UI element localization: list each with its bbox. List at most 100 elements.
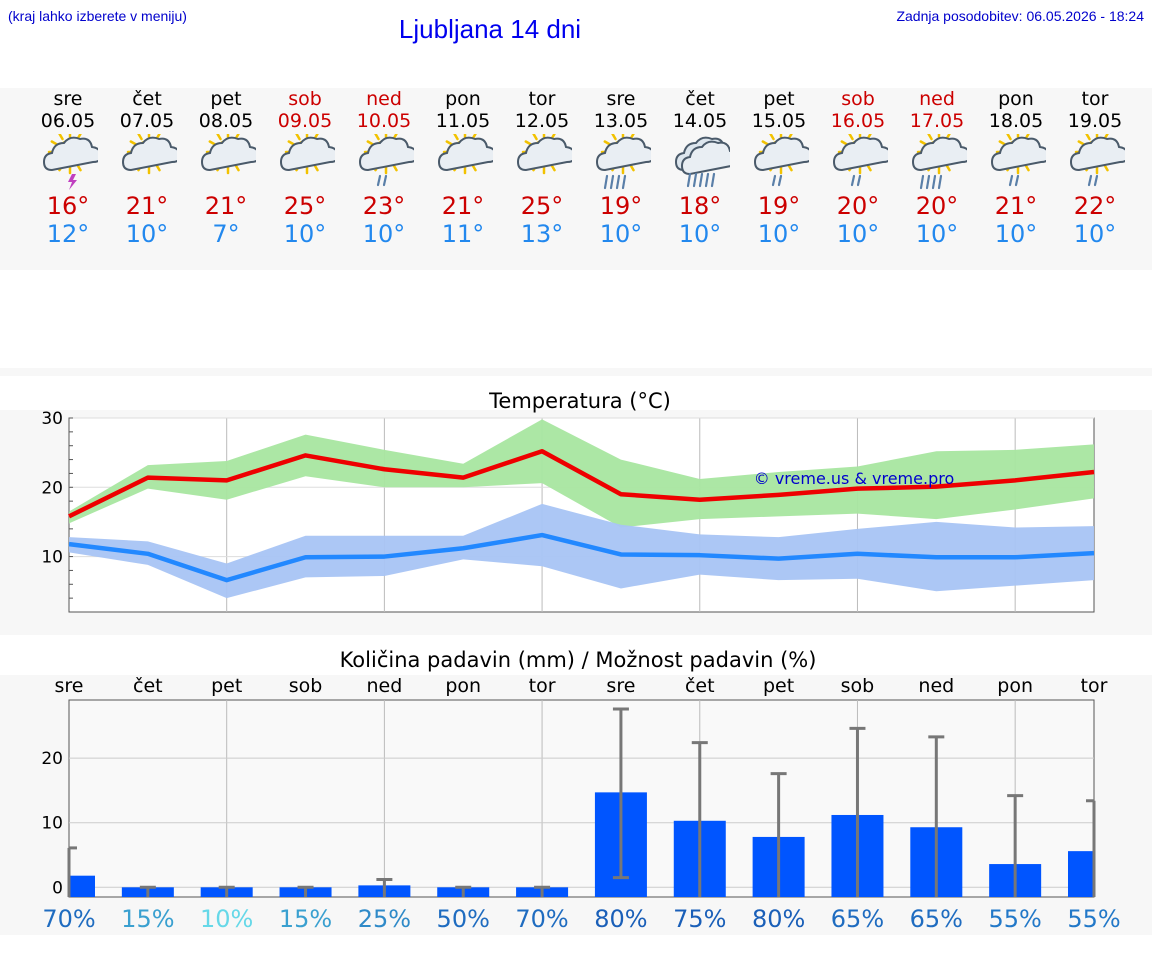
day-name: pon [445, 88, 481, 110]
separator-band [0, 368, 1152, 376]
day-date: 10.05 [356, 110, 412, 132]
x-tick-label: ned [918, 675, 954, 697]
sun-cloud-icon [512, 129, 577, 190]
day-column: tor 12.05 25° 13° [502, 88, 582, 248]
day-column: tor 19.05 22° 10° [1055, 88, 1135, 248]
day-date: 06.05 [40, 110, 96, 132]
chart-title: Količina padavin (mm) / Možnost padavin … [340, 648, 817, 672]
day-date: 15.05 [751, 110, 807, 132]
sun-cloud-light-rain-icon [1065, 129, 1130, 190]
day-name: pon [998, 88, 1034, 110]
precip-chance-label: 80% [594, 905, 647, 933]
day-name: ned [366, 88, 402, 110]
x-tick-label: čet [685, 675, 715, 697]
day-date: 11.05 [435, 110, 491, 132]
min-temp-line [68, 532, 1095, 583]
min-temp-range-band [69, 503, 1094, 599]
precipitation-chart: 0 10 20 sre čet pet sob ned pon tor sre čet pet sob ne… [41, 648, 1120, 933]
x-tick-label: pon [445, 675, 481, 697]
x-tick-label: tor [529, 675, 556, 697]
min-temp: 10° [994, 220, 1038, 248]
day-name: sob [841, 88, 875, 110]
x-tick-label: tor [1081, 675, 1108, 697]
min-temp: 7° [212, 220, 240, 248]
max-temp: 25° [283, 192, 327, 220]
precip-chance-label: 55% [1067, 905, 1120, 933]
max-temp: 19° [757, 192, 801, 220]
day-name: sre [53, 88, 83, 110]
day-name: tor [1081, 88, 1109, 110]
y-tick-label: 30 [41, 409, 63, 429]
precip-bar [69, 875, 95, 897]
cloud-rain-icon [670, 134, 741, 190]
day-column: pon 18.05 21° 10° [976, 88, 1056, 248]
day-name: pet [763, 88, 795, 110]
precip-chance-label: 15% [121, 905, 174, 933]
day-date: 19.05 [1067, 110, 1123, 132]
min-temp: 12° [46, 220, 90, 248]
sun-cloud-light-rain-icon [986, 129, 1051, 190]
day-date: 12.05 [514, 110, 570, 132]
precip-chance-label: 80% [752, 905, 805, 933]
min-temp: 10° [283, 220, 327, 248]
temperature-chart: 10 20 30 Temperatura (°C) © vreme.us & vreme… [41, 389, 1095, 613]
precip-chance-label: 75% [673, 905, 726, 933]
day-date: 07.05 [119, 110, 175, 132]
day-column: pet 15.05 19° 10° [739, 88, 819, 248]
precip-chance-label: 15% [279, 905, 332, 933]
min-temp: 10° [1073, 220, 1117, 248]
sun-cloud-light-rain-icon [354, 129, 419, 190]
chart-title: Temperatura (°C) [488, 389, 671, 413]
max-temp: 23° [362, 192, 406, 220]
min-temp: 10° [915, 220, 959, 248]
day-column: pon 11.05 21° 11° [423, 88, 503, 248]
day-date: 18.05 [988, 110, 1044, 132]
x-tick-label: sob [289, 675, 323, 697]
precip-chance-label: 25% [358, 905, 411, 933]
y-tick-label: 20 [41, 749, 63, 769]
day-name: pet [210, 88, 242, 110]
max-temp: 18° [678, 192, 722, 220]
location-hint: (kraj lahko izberete v meniju) [8, 8, 187, 24]
day-column: sre 06.05 16° 12° [28, 88, 108, 248]
min-temp: 10° [836, 220, 880, 248]
day-column: sob 09.05 25° 10° [265, 88, 345, 248]
day-column: čet 07.05 21° 10° [107, 88, 187, 248]
sun-cloud-light-rain-icon [828, 129, 893, 190]
day-date: 16.05 [830, 110, 886, 132]
min-temp: 10° [125, 220, 169, 248]
day-date: 14.05 [672, 110, 728, 132]
day-name: sre [606, 88, 636, 110]
x-tick-label: pet [211, 675, 242, 697]
day-column: čet 14.05 18° 10° [660, 88, 741, 248]
max-temp: 20° [836, 192, 880, 220]
day-column: ned 10.05 23° 10° [344, 88, 424, 248]
day-column: ned 17.05 20° 10° [897, 88, 977, 248]
min-temp: 13° [520, 220, 564, 248]
day-column: sre 13.05 19° 10° [581, 88, 661, 248]
min-temp: 10° [599, 220, 643, 248]
sun-cloud-rain-icon [591, 129, 656, 190]
day-date: 08.05 [198, 110, 254, 132]
day-date: 13.05 [593, 110, 649, 132]
y-tick-label: 0 [52, 878, 63, 898]
day-date: 17.05 [909, 110, 965, 132]
day-date: 09.05 [277, 110, 333, 132]
max-temp: 21° [441, 192, 485, 220]
forecast-band [0, 88, 1152, 270]
day-name: sob [288, 88, 322, 110]
precip-chance-label: 10% [200, 905, 253, 933]
sun-cloud-rain-icon [907, 129, 972, 190]
daily-forecast: sre 06.05 16° 12° čet 07.05 21° 10° pet 08.05 2… [0, 88, 1152, 268]
min-temp: 11° [441, 220, 485, 248]
x-tick-label: pet [763, 675, 794, 697]
x-tick-label: sre [606, 675, 635, 697]
day-name: tor [528, 88, 556, 110]
x-tick-label: ned [366, 675, 402, 697]
day-column: pet 08.05 21° 7° [186, 88, 266, 248]
sun-cloud-icon [433, 129, 498, 190]
precip-chance-label: 65% [910, 905, 963, 933]
watermark: © vreme.us & vreme.pro [754, 469, 955, 488]
max-temp: 22° [1073, 192, 1117, 220]
day-name: čet [132, 88, 162, 110]
